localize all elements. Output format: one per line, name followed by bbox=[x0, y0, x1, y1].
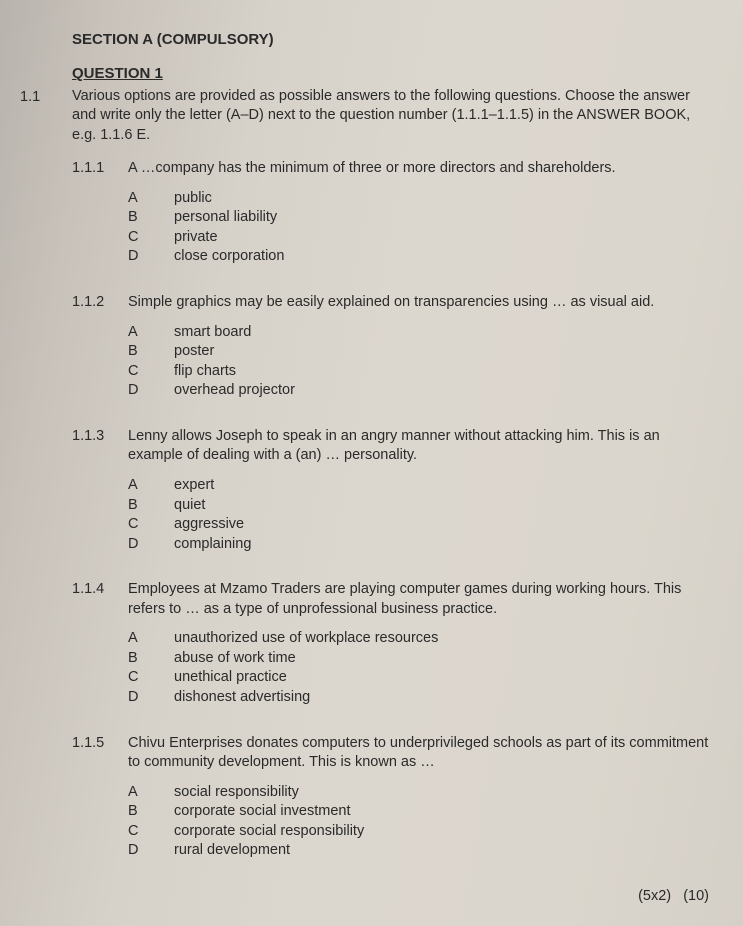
option: Cprivate bbox=[128, 228, 713, 248]
question-stem: Chivu Enterprises donates computers to u… bbox=[128, 734, 713, 773]
option-text: overhead projector bbox=[174, 381, 295, 401]
option-letter: A bbox=[128, 629, 174, 649]
option-letter: B bbox=[128, 208, 174, 228]
question-stem: A …company has the minimum of three or m… bbox=[128, 159, 713, 179]
options: Aunauthorized use of workplace resources… bbox=[128, 629, 713, 707]
question-title: QUESTION 1 bbox=[72, 64, 713, 84]
option-text: complaining bbox=[174, 535, 251, 555]
sub-number: 1.1.2 bbox=[72, 293, 128, 417]
option-text: private bbox=[174, 228, 218, 248]
sub-question: 1.1.4 Employees at Mzamo Traders are pla… bbox=[72, 580, 713, 723]
option-text: aggressive bbox=[174, 515, 244, 535]
option-text: smart board bbox=[174, 323, 251, 343]
sub-number: 1.1.1 bbox=[72, 159, 128, 283]
option-text: corporate social responsibility bbox=[174, 822, 364, 842]
options: Aexpert Bquiet Caggressive Dcomplaining bbox=[128, 476, 713, 554]
option-letter: C bbox=[128, 362, 174, 382]
sub-number: 1.1.5 bbox=[72, 734, 128, 877]
options: Asocial responsibility Bcorporate social… bbox=[128, 783, 713, 861]
sub-question: 1.1.3 Lenny allows Joseph to speak in an… bbox=[72, 427, 713, 570]
option: Dclose corporation bbox=[128, 247, 713, 267]
options: Asmart board Bposter Cflip charts Doverh… bbox=[128, 323, 713, 401]
sub-body: Simple graphics may be easily explained … bbox=[128, 293, 713, 417]
option-text: poster bbox=[174, 342, 214, 362]
option: Ccorporate social responsibility bbox=[128, 822, 713, 842]
option-letter: C bbox=[128, 515, 174, 535]
sub-body: Chivu Enterprises donates computers to u… bbox=[128, 734, 713, 877]
question-stem: Lenny allows Joseph to speak in an angry… bbox=[128, 427, 713, 466]
option: Doverhead projector bbox=[128, 381, 713, 401]
intro-number: 1.1 bbox=[20, 87, 72, 146]
option-letter: B bbox=[128, 649, 174, 669]
option: Aexpert bbox=[128, 476, 713, 496]
option-text: expert bbox=[174, 476, 214, 496]
option-text: unethical practice bbox=[174, 668, 287, 688]
option-letter: A bbox=[128, 476, 174, 496]
question-stem: Simple graphics may be easily explained … bbox=[128, 293, 713, 313]
option-letter: C bbox=[128, 668, 174, 688]
option: Bquiet bbox=[128, 496, 713, 516]
option-text: social responsibility bbox=[174, 783, 299, 803]
option-letter: D bbox=[128, 535, 174, 555]
option-text: personal liability bbox=[174, 208, 277, 228]
option-letter: D bbox=[128, 841, 174, 861]
option: Aunauthorized use of workplace resources bbox=[128, 629, 713, 649]
option: Caggressive bbox=[128, 515, 713, 535]
option-text: public bbox=[174, 189, 212, 209]
option: Bpersonal liability bbox=[128, 208, 713, 228]
option-letter: D bbox=[128, 688, 174, 708]
sub-question: 1.1.1 A …company has the minimum of thre… bbox=[72, 159, 713, 283]
option: Ddishonest advertising bbox=[128, 688, 713, 708]
option: Apublic bbox=[128, 189, 713, 209]
option-text: flip charts bbox=[174, 362, 236, 382]
option-letter: B bbox=[128, 342, 174, 362]
sub-body: Employees at Mzamo Traders are playing c… bbox=[128, 580, 713, 723]
option: Asocial responsibility bbox=[128, 783, 713, 803]
option-letter: B bbox=[128, 496, 174, 516]
option-letter: A bbox=[128, 189, 174, 209]
sub-question: 1.1.2 Simple graphics may be easily expl… bbox=[72, 293, 713, 417]
option-text: corporate social investment bbox=[174, 802, 351, 822]
intro-text: Various options are provided as possible… bbox=[72, 87, 713, 146]
intro-row: 1.1 Various options are provided as poss… bbox=[20, 87, 713, 146]
option-text: unauthorized use of workplace resources bbox=[174, 629, 438, 649]
option-letter: C bbox=[128, 228, 174, 248]
exam-page: SECTION A (COMPULSORY) QUESTION 1 1.1 Va… bbox=[0, 0, 743, 926]
option-letter: C bbox=[128, 822, 174, 842]
sub-body: Lenny allows Joseph to speak in an angry… bbox=[128, 427, 713, 570]
sub-question: 1.1.5 Chivu Enterprises donates computer… bbox=[72, 734, 713, 877]
option-text: abuse of work time bbox=[174, 649, 296, 669]
option-letter: D bbox=[128, 381, 174, 401]
sub-body: A …company has the minimum of three or m… bbox=[128, 159, 713, 283]
option: Bposter bbox=[128, 342, 713, 362]
option-letter: A bbox=[128, 323, 174, 343]
option-text: close corporation bbox=[174, 247, 284, 267]
option-letter: D bbox=[128, 247, 174, 267]
sub-number: 1.1.4 bbox=[72, 580, 128, 723]
option: Cunethical practice bbox=[128, 668, 713, 688]
section-title: SECTION A (COMPULSORY) bbox=[72, 30, 713, 50]
option-text: dishonest advertising bbox=[174, 688, 310, 708]
option-letter: B bbox=[128, 802, 174, 822]
option-letter: A bbox=[128, 783, 174, 803]
option: Bcorporate social investment bbox=[128, 802, 713, 822]
option: Babuse of work time bbox=[128, 649, 713, 669]
option-text: quiet bbox=[174, 496, 205, 516]
option: Drural development bbox=[128, 841, 713, 861]
option-text: rural development bbox=[174, 841, 290, 861]
sub-number: 1.1.3 bbox=[72, 427, 128, 570]
marks: (5x2) (10) bbox=[20, 887, 713, 907]
option: Asmart board bbox=[128, 323, 713, 343]
options: Apublic Bpersonal liability Cprivate Dcl… bbox=[128, 189, 713, 267]
option: Dcomplaining bbox=[128, 535, 713, 555]
option: Cflip charts bbox=[128, 362, 713, 382]
question-stem: Employees at Mzamo Traders are playing c… bbox=[128, 580, 713, 619]
